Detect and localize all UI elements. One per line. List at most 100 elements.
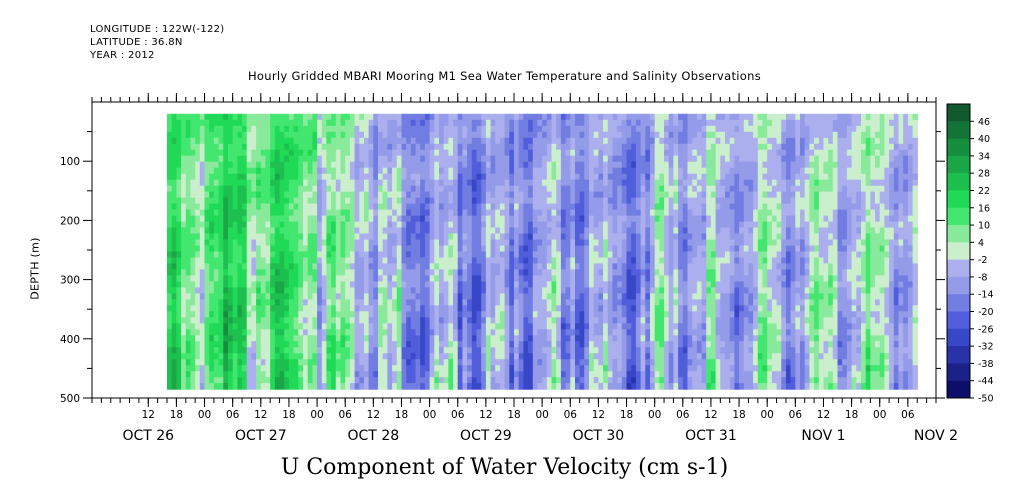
heatmap-cell [668, 359, 674, 366]
heatmap-cell [223, 353, 229, 360]
heatmap-cell [251, 167, 257, 175]
heatmap-cell [284, 239, 290, 247]
heatmap-cell [359, 359, 365, 366]
heatmap-cell [424, 185, 431, 193]
heatmap-cell [410, 281, 417, 288]
heatmap-cell [335, 311, 342, 318]
heatmap-cell [467, 287, 473, 294]
heatmap-cell [392, 215, 398, 223]
heatmap-cell [190, 323, 196, 330]
heatmap-cell [532, 269, 539, 276]
heatmap-cell [626, 323, 632, 330]
heatmap-cell [537, 119, 543, 127]
heatmap-cell [378, 137, 384, 145]
heatmap-cell [481, 203, 487, 211]
heatmap-cell [467, 239, 473, 247]
heatmap-cell [415, 305, 421, 312]
heatmap-cell [237, 335, 243, 342]
heatmap-cell [495, 335, 501, 342]
heatmap-cell [307, 281, 313, 288]
heatmap-cell [485, 275, 492, 282]
heatmap-cell [232, 263, 238, 270]
heatmap-cell [340, 149, 346, 157]
heatmap-cell [176, 323, 182, 330]
heatmap-cell [218, 347, 224, 354]
heatmap-cell [176, 191, 182, 199]
heatmap-cell [476, 281, 482, 288]
heatmap-cell [664, 329, 670, 336]
heatmap-cell [532, 263, 539, 270]
heatmap-cell [274, 383, 281, 390]
heatmap-cell [345, 359, 351, 366]
heatmap-cell [274, 257, 281, 265]
heatmap-cell [251, 251, 257, 259]
heatmap-cell [288, 185, 295, 193]
heatmap-cell [462, 383, 468, 390]
heatmap-cell [204, 203, 210, 211]
heatmap-cell [303, 185, 309, 193]
heatmap-cell [664, 269, 670, 276]
heatmap-cell [204, 125, 210, 133]
heatmap-cell [213, 245, 220, 253]
heatmap-cell [303, 155, 309, 163]
heatmap-cell [495, 191, 501, 199]
heatmap-cell [420, 245, 426, 253]
heatmap-cell [260, 233, 267, 241]
heatmap-cell [509, 161, 515, 169]
heatmap-cell [443, 155, 449, 163]
heatmap-cell [556, 299, 562, 306]
heatmap-cell [279, 149, 285, 157]
heatmap-cell [406, 377, 412, 384]
heatmap-cell [284, 233, 290, 241]
heatmap-cell [598, 245, 604, 253]
heatmap-cell [607, 251, 614, 259]
heatmap-cell [668, 299, 674, 306]
heatmap-cell [575, 179, 581, 187]
heatmap-cell [556, 365, 562, 372]
heatmap-cell [560, 233, 567, 241]
heatmap-cell [382, 119, 388, 127]
heatmap-cell [509, 113, 515, 121]
heatmap-cell [260, 167, 267, 175]
heatmap-cell [617, 323, 623, 330]
heatmap-cell [213, 329, 220, 336]
heatmap-cell [635, 377, 642, 384]
heatmap-cell [434, 179, 440, 187]
heatmap-cell [237, 257, 243, 265]
heatmap-cell [645, 221, 651, 229]
heatmap-cell [232, 329, 238, 336]
heatmap-cell [518, 293, 524, 300]
heatmap-cell [471, 293, 478, 300]
heatmap-cell [518, 251, 524, 259]
heatmap-cell [570, 233, 576, 241]
heatmap-cell [270, 155, 276, 163]
heatmap-cell [331, 167, 337, 175]
heatmap-cell [213, 317, 220, 324]
heatmap-cell [560, 119, 567, 127]
heatmap-cell [392, 227, 398, 235]
heatmap-cell [378, 167, 384, 175]
heatmap-cell [532, 245, 539, 253]
heatmap-cell [607, 137, 614, 145]
heatmap-cell [546, 311, 553, 318]
heatmap-cell [621, 191, 628, 199]
heatmap-cell [631, 263, 637, 270]
heatmap-cell [420, 227, 426, 235]
heatmap-cell [246, 203, 252, 211]
heatmap-cell [415, 323, 421, 330]
heatmap-cell [621, 239, 628, 247]
heatmap-cell [654, 347, 660, 354]
heatmap-cell [509, 221, 515, 229]
heatmap-cell [415, 131, 421, 139]
heatmap-cell [659, 335, 665, 342]
heatmap-cell [373, 173, 379, 181]
heatmap-cell [434, 245, 440, 253]
heatmap-cell [514, 227, 520, 235]
heatmap-cell [490, 239, 496, 247]
heatmap-cell [307, 341, 313, 348]
heatmap-cell [607, 233, 614, 241]
heatmap-cell [345, 263, 351, 270]
heatmap-cell [317, 209, 323, 217]
heatmap-cell [617, 167, 623, 175]
heatmap-cell [256, 167, 262, 175]
